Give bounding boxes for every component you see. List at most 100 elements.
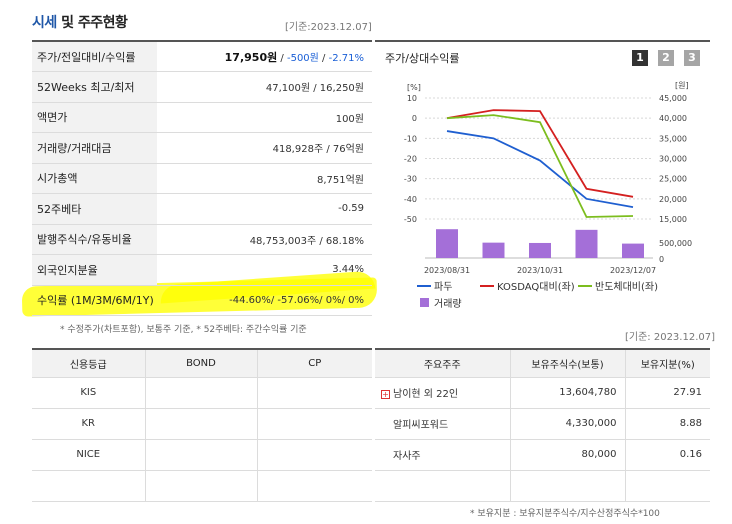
- separator: /: [277, 52, 287, 64]
- left-tick-label: -20: [404, 155, 417, 164]
- quote-row-52weeks: 52Weeks 최고/최저 47,100원 / 16,250원: [32, 71, 372, 103]
- holders-header: 주요주주: [375, 349, 511, 378]
- holder-name: [375, 470, 511, 502]
- current-price: 17,950원: [224, 50, 278, 64]
- x-tick-label: 2023/10/31: [517, 266, 563, 275]
- holder-row: + 남이현 외 22인 13,604,780 27.91: [375, 377, 710, 409]
- left-tick-label: -10: [404, 134, 417, 143]
- quote-row-volume: 거래량/거래대금 418,928주 / 76억원: [32, 132, 372, 164]
- holder-name: 알피씨포워드: [375, 408, 511, 440]
- quote-label: 거래량/거래대금: [32, 132, 157, 164]
- holder-shares: 13,604,780: [510, 377, 626, 409]
- left-tick-label: -50: [404, 215, 417, 224]
- title-accent: 시세: [32, 15, 57, 31]
- volume-bar: [529, 242, 551, 258]
- chart-tab-1[interactable]: 1: [632, 50, 648, 66]
- credit-row: NICE: [32, 439, 372, 471]
- credit-cell: [145, 377, 258, 409]
- credit-cell: [32, 470, 146, 502]
- quote-label: 수익률 (1M/3M/6M/1Y): [32, 285, 157, 316]
- quote-label: 발행주식수/유동비율: [32, 224, 157, 255]
- right-tick-label: 40,000: [659, 114, 687, 123]
- right-axis-unit: [원]: [675, 81, 689, 90]
- quote-date: [기준:2023.12.07]: [285, 22, 372, 33]
- holder-row: 알피씨포워드 4,330,000 8.88: [375, 408, 710, 440]
- credit-row: KR: [32, 408, 372, 440]
- volume-bar: [482, 242, 505, 258]
- legend-label: 거래량: [434, 298, 462, 310]
- credit-cell: KIS: [32, 377, 146, 409]
- holder-name[interactable]: 남이현 외 22인: [393, 389, 459, 400]
- credit-header: BOND: [145, 349, 258, 378]
- quote-value: 48,753,003주 / 68.18%: [157, 224, 372, 255]
- quote-label: 외국인지분율: [32, 254, 157, 286]
- right-tick-label: 20,000: [659, 195, 687, 204]
- left-tick-label: 0: [412, 114, 417, 123]
- credit-cell: [257, 470, 372, 502]
- quote-row-returns: 수익률 (1M/3M/6M/1Y) -44.60%/ -57.06%/ 0%/ 0…: [32, 285, 372, 316]
- expand-plus-icon[interactable]: +: [381, 389, 390, 399]
- quote-row-shares: 발행주식수/유동비율 48,753,003주 / 68.18%: [32, 224, 372, 255]
- price-chart: 10 0 -10 -20 -30 -40 -50 45,000 40,000 35,000 30,0…: [404, 81, 692, 310]
- chart-tab-3[interactable]: 3: [684, 50, 700, 66]
- holder-pct: 8.88: [625, 408, 710, 440]
- right-tick-label: 25,000: [659, 175, 687, 184]
- chart-title: 주가/상대수익률: [385, 52, 460, 65]
- legend-label: 파두: [434, 281, 452, 293]
- quote-value: 8,751억원: [157, 163, 372, 194]
- quote-label: 시가총액: [32, 163, 157, 194]
- series-line-1: [446, 109, 634, 198]
- volume-bar: [622, 243, 644, 258]
- quote-row-foreign: 외국인지분율 3.44%: [32, 254, 372, 286]
- holder-name-cell: + 남이현 외 22인: [375, 377, 511, 409]
- credit-cell: [257, 377, 372, 409]
- holder-row: [375, 470, 710, 502]
- holders-note: * 보유지분 : 보유지분주식수/지수산정주식수*100: [470, 509, 660, 519]
- credit-cell: NICE: [32, 439, 146, 471]
- credit-row: [32, 470, 372, 502]
- credit-header: 신용등급: [32, 349, 146, 378]
- volume-bar: [575, 229, 598, 258]
- credit-header: CP: [257, 349, 372, 378]
- legend-label: KOSDAQ대비(좌): [497, 281, 575, 293]
- volume-tick-label: 500,000: [659, 239, 692, 248]
- holder-shares: 80,000: [510, 439, 626, 471]
- credit-row: KIS: [32, 377, 372, 409]
- right-tick-label: 35,000: [659, 134, 687, 143]
- credit-header-row: 신용등급 BOND CP: [32, 349, 372, 378]
- series-line-2: [446, 114, 634, 218]
- holders-header-row: 주요주주 보유주식수(보통) 보유지분(%): [375, 349, 710, 378]
- legend-swatch-volume: [420, 298, 429, 307]
- x-tick-label: 2023/12/07: [610, 266, 656, 275]
- chart-panel: 주가/상대수익률 1 2 3 10 0 -10 -20 -30 -40 -50 45,000 4…: [375, 40, 710, 317]
- title-rest: 및 주주현황: [56, 15, 128, 31]
- volume-tick-label: 0: [659, 255, 664, 264]
- quote-label: 액면가: [32, 102, 157, 133]
- holder-shares: [510, 470, 626, 502]
- holders-header: 보유지분(%): [625, 349, 710, 378]
- credit-cell: [145, 439, 258, 471]
- chart-tab-2[interactable]: 2: [658, 50, 674, 66]
- quote-row-par: 액면가 100원: [32, 102, 372, 133]
- series-line-0: [446, 130, 634, 208]
- holder-name: 자사주: [375, 439, 511, 471]
- quote-label: 52Weeks 최고/최저: [32, 71, 157, 103]
- credit-cell: KR: [32, 408, 146, 440]
- credit-cell: [145, 470, 258, 502]
- left-tick-label: -30: [404, 175, 417, 184]
- quote-row-marketcap: 시가총액 8,751억원: [32, 163, 372, 194]
- quote-note: * 수정주가(차트포함), 보통주 기준, * 52주베타: 주간수익률 기준: [60, 325, 307, 335]
- holder-pct: [625, 470, 710, 502]
- holder-pct: 27.91: [625, 377, 710, 409]
- credit-cell: [257, 408, 372, 440]
- quote-value: -44.60%/ -57.06%/ 0%/ 0%: [157, 285, 372, 316]
- holders-header: 보유주식수(보통): [510, 349, 626, 378]
- right-tick-label: 45,000: [659, 94, 687, 103]
- credit-table: 신용등급 BOND CP KIS KR NICE: [32, 348, 372, 502]
- quote-table: 주가/전일대비/수익률 17,950원 / -500원 / -2.71% 52W…: [32, 40, 372, 316]
- quote-label: 52주베타: [32, 193, 157, 225]
- right-tick-label: 30,000: [659, 155, 687, 164]
- holder-shares: 4,330,000: [510, 408, 626, 440]
- credit-cell: [145, 408, 258, 440]
- left-tick-label: 10: [407, 94, 417, 103]
